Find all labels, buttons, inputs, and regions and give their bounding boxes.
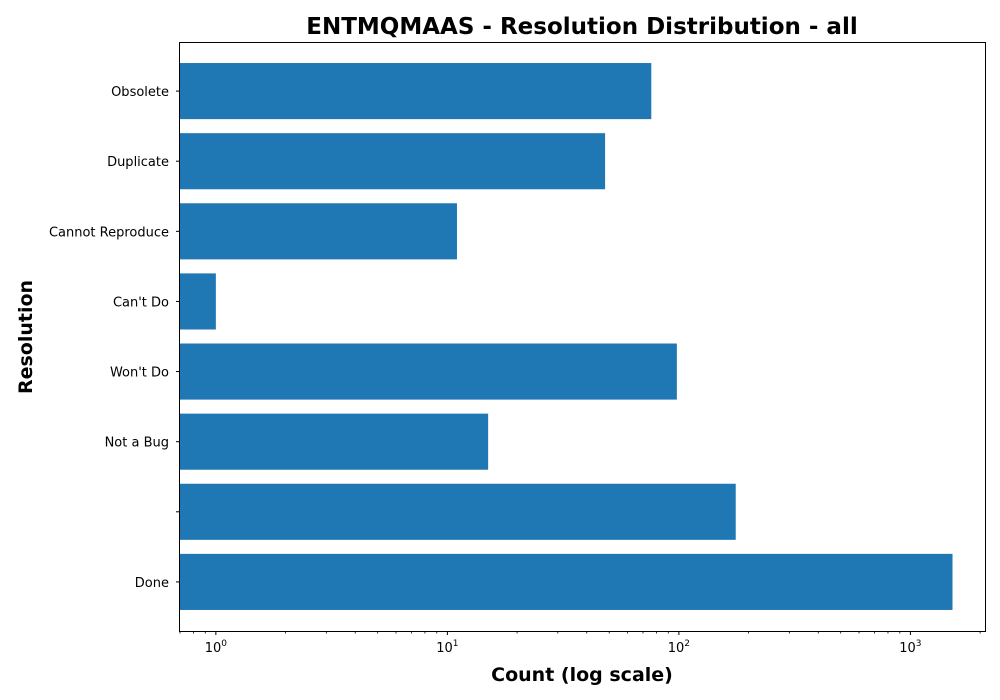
plot-frame: [179, 42, 986, 632]
y-axis-ticks: Done Not a Bug Won't Do Can't Do Cannot Repr…: [49, 85, 180, 591]
bar-can-t-do: [180, 273, 216, 330]
x-tick-label: 101: [436, 639, 458, 656]
bar-cannot-reproduce: [180, 203, 457, 260]
y-tick-label: Done: [135, 576, 169, 591]
x-axis-label: Count (log scale): [491, 664, 673, 686]
x-axis-ticks: 100 101 102 103: [179, 631, 981, 656]
bar-won-t-do: [180, 343, 677, 400]
y-axis-label: Resolution: [15, 280, 37, 394]
x-tick-label: 100: [205, 639, 228, 656]
y-tick-label: Cannot Reproduce: [49, 225, 169, 240]
bar-obsolete: [180, 63, 652, 120]
bars-group: [180, 63, 953, 610]
x-tick-label: 103: [899, 639, 921, 656]
chart-title: ENTMQMAAS - Resolution Distribution - al…: [306, 14, 857, 40]
bar-not-a-bug: [180, 413, 489, 470]
y-tick-label: Won't Do: [110, 366, 169, 381]
bar-duplicate: [180, 133, 606, 190]
y-tick-label: Duplicate: [107, 155, 169, 170]
bar-unnamed: [180, 483, 736, 540]
y-tick-label: Can't Do: [113, 295, 169, 310]
y-tick-label: Obsolete: [111, 85, 169, 100]
y-tick-label: Not a Bug: [105, 436, 169, 451]
x-tick-label: 102: [668, 639, 690, 656]
bar-done: [180, 553, 953, 610]
